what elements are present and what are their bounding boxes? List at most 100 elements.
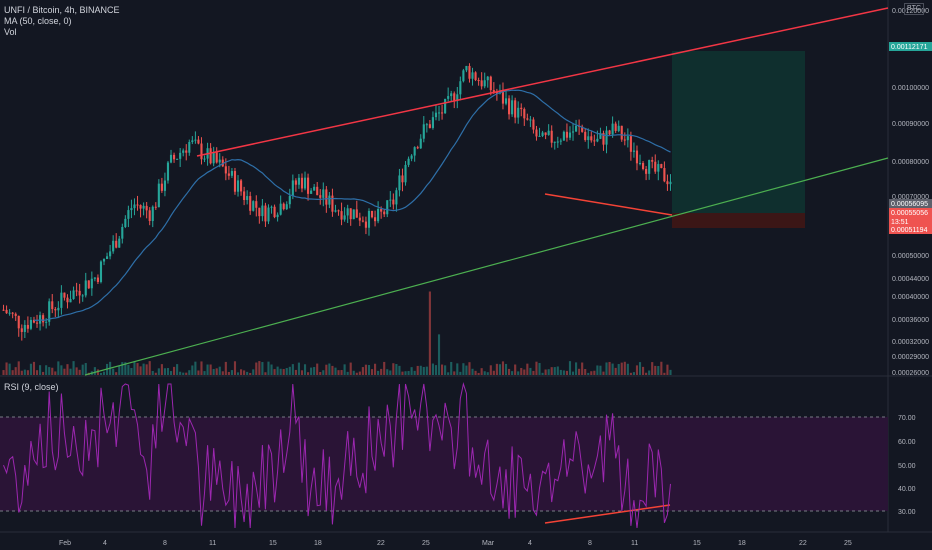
volume-bar	[267, 361, 270, 375]
currency-unit-badge[interactable]: BTC	[904, 3, 924, 15]
target-zone[interactable]	[672, 51, 805, 213]
candle-body	[462, 70, 465, 82]
rsi-divergence-line[interactable]	[544, 504, 671, 524]
volume-bar	[529, 367, 532, 375]
candle-body	[5, 309, 8, 314]
candle-body	[352, 209, 355, 220]
candle-body	[504, 98, 508, 104]
candle-body	[81, 295, 84, 297]
channel-bottom-line[interactable]	[84, 157, 889, 376]
candle-body	[48, 301, 51, 322]
volume-bar	[556, 366, 559, 375]
candle-body	[90, 278, 93, 289]
candle-body	[78, 290, 81, 296]
candle-body	[544, 132, 547, 135]
price-axis-label: 0.00050000	[892, 253, 929, 260]
candle-body	[346, 208, 349, 216]
candle-body	[188, 142, 191, 153]
time-axis[interactable]: Feb 4 8 11 15 18 22 25 Mar 4 8 11 15 18 22 25	[59, 540, 852, 547]
volume-bar	[17, 361, 20, 375]
volume-bar	[535, 361, 538, 375]
price-divergence-line[interactable]	[544, 193, 673, 216]
volume-bar	[471, 368, 474, 375]
time-axis-label: Feb	[59, 540, 71, 547]
candle-body	[419, 138, 422, 149]
candle-body	[142, 205, 145, 209]
candle-body	[163, 180, 166, 191]
rsi-axis-label: 60.00	[898, 439, 916, 446]
candle-body	[173, 154, 176, 160]
candle-body	[325, 189, 328, 205]
price-tag-last: 0.00056095	[889, 199, 932, 208]
volume-bar	[23, 369, 26, 375]
candle-body	[343, 215, 346, 220]
volume-bar	[343, 364, 346, 375]
volume-bar	[66, 364, 69, 375]
volume-bar	[374, 363, 377, 375]
volume-bar	[14, 367, 17, 375]
volume-bar	[173, 366, 176, 375]
candle-body	[8, 312, 11, 314]
time-axis-label: 8	[588, 540, 592, 547]
candle-body	[75, 290, 78, 292]
price-axis[interactable]: 0.001200000.001100000.001000000.00090000…	[892, 8, 929, 377]
volume-bar	[57, 361, 60, 375]
volume-bar	[517, 371, 520, 375]
volume-bar	[501, 361, 505, 375]
candle-body	[374, 217, 377, 222]
volume-bar	[562, 370, 565, 375]
candle-body	[87, 280, 90, 289]
volume-bar	[72, 361, 75, 375]
volume-bar	[367, 365, 371, 375]
candle-body	[264, 205, 267, 222]
volume-bar	[474, 370, 477, 375]
candle-body	[17, 315, 20, 329]
time-axis-label: 25	[422, 540, 430, 547]
candle-body	[279, 203, 282, 215]
volume-bar	[596, 365, 599, 375]
candle-body	[471, 72, 474, 79]
volume-bar	[422, 366, 425, 375]
volume-bar	[456, 363, 459, 375]
volume-bar	[252, 369, 255, 375]
candle-body	[328, 195, 331, 205]
volume-bar	[447, 372, 450, 375]
candle-body	[57, 307, 60, 311]
volume-bar	[191, 365, 194, 375]
volume-bar	[459, 371, 462, 375]
candle-body	[303, 177, 307, 189]
stop-zone[interactable]	[672, 213, 805, 228]
time-axis-label: 22	[377, 540, 385, 547]
volume-bar	[118, 365, 121, 375]
volume-bar	[337, 370, 340, 375]
candle-body	[310, 190, 313, 194]
candle-body	[648, 160, 651, 174]
candle-body	[608, 130, 611, 135]
price-axis-label: 0.00040000	[892, 294, 929, 301]
channel-top-line[interactable]	[196, 7, 889, 157]
volume-bar	[401, 371, 404, 375]
candle-body	[23, 324, 26, 332]
candle-body	[294, 180, 297, 185]
volume-bar	[514, 364, 517, 375]
volume-bar	[486, 372, 489, 375]
volume-bar	[410, 367, 413, 375]
rsi-band	[0, 417, 888, 511]
volume-bar	[124, 362, 127, 375]
volume-legend[interactable]: Vol	[4, 27, 17, 37]
rsi-legend[interactable]: RSI (9, close)	[4, 382, 59, 392]
candle-body	[313, 186, 316, 191]
rsi-axis[interactable]: 70.00 60.00 50.00 40.00 30.00	[898, 415, 916, 516]
ma-legend[interactable]: MA (50, close, 0)	[4, 16, 72, 26]
symbol-legend[interactable]: UNFI / Bitcoin, 4h, BINANCE	[4, 5, 120, 15]
volume-bar	[349, 362, 352, 375]
volume-bar	[206, 364, 209, 375]
candle-body	[447, 96, 450, 99]
volume-bar	[575, 362, 578, 375]
volume-bar	[32, 361, 36, 375]
candle-body	[456, 94, 459, 101]
volume-bar	[166, 367, 170, 375]
volume-bar	[133, 362, 136, 375]
rsi-line	[3, 382, 671, 529]
